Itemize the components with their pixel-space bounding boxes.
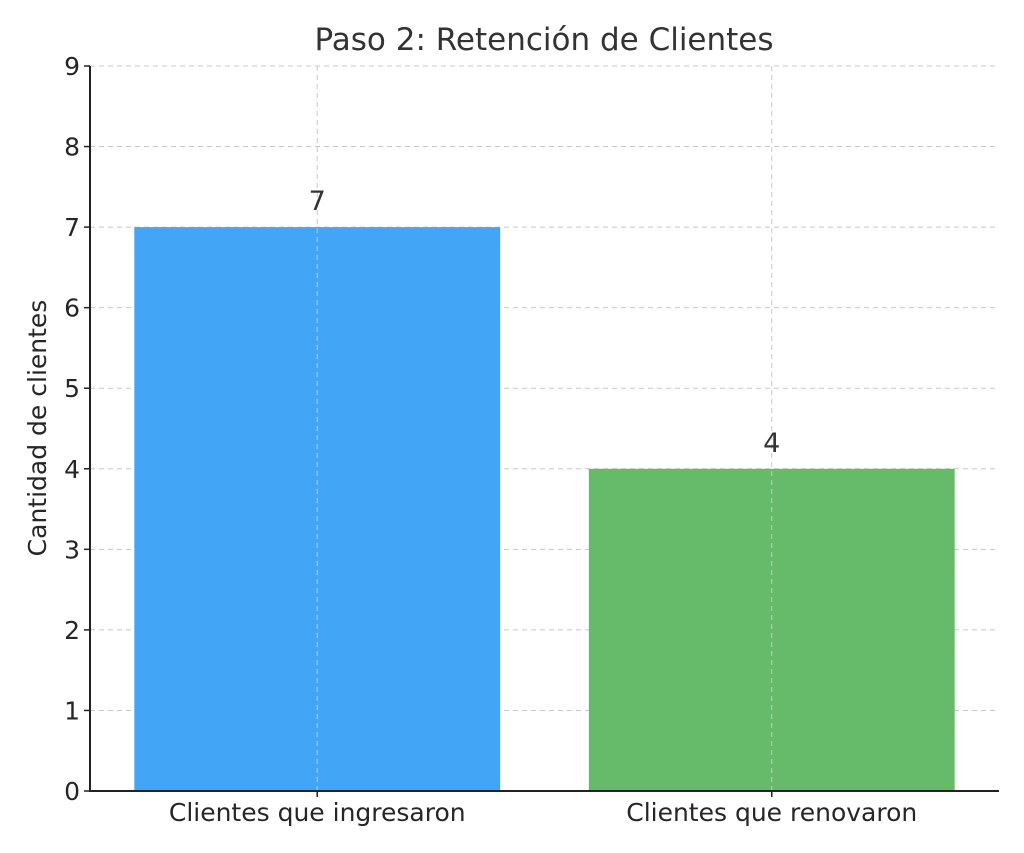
vertical-grid-lines (316, 66, 773, 791)
y-tick-label: 6 (64, 294, 80, 323)
chart-title: Paso 2: Retención de Clientes (314, 22, 773, 58)
x-tick-labels: Clientes que ingresaron Clientes que reno… (169, 791, 917, 827)
y-tick-label: 7 (64, 213, 80, 242)
x-tick-label: Clientes que renovaron (626, 798, 917, 827)
x-tick-label: Clientes que ingresaron (169, 798, 466, 827)
y-ticks: 0 1 2 3 4 5 6 7 8 9 (64, 52, 90, 806)
data-labels: 74 (309, 186, 781, 459)
y-tick-label: 0 (64, 777, 80, 806)
y-tick-label: 2 (64, 616, 80, 645)
y-axis-label: Cantidad de clientes (23, 300, 52, 557)
y-tick-label: 9 (64, 52, 80, 81)
axes (89, 66, 999, 792)
bars (134, 227, 955, 792)
y-tick-label: 1 (64, 696, 80, 725)
data-label-1: 7 (309, 186, 326, 217)
y-tick-label: 3 (64, 535, 80, 564)
y-tick-label: 8 (64, 133, 80, 162)
data-label-2: 4 (763, 428, 780, 459)
y-tick-label: 5 (64, 374, 80, 403)
y-tick-label: 4 (64, 455, 80, 484)
bar-2 (588, 468, 955, 791)
